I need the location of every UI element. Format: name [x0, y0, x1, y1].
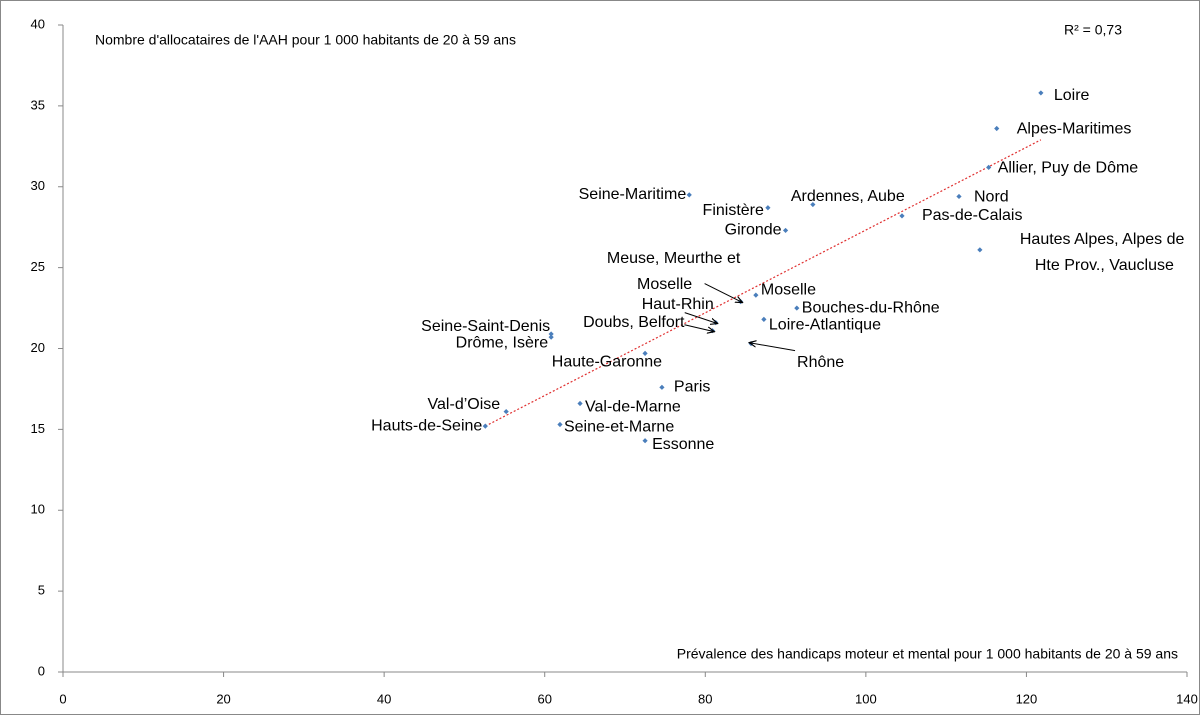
point	[761, 316, 767, 322]
x-tick-label: 120	[1016, 691, 1038, 706]
point-label: Loire-Atlantique	[769, 317, 881, 334]
point-label: Meuse, Meurthe et	[607, 250, 741, 267]
point	[642, 438, 648, 444]
point-label: Nord	[974, 189, 1009, 206]
point-label: Moselle	[761, 281, 816, 298]
point	[794, 305, 800, 311]
x-axis-title: Prévalence des handicaps moteur et menta…	[677, 646, 1178, 662]
point-label: Seine-Maritime	[579, 186, 687, 203]
x-tick-label: 100	[855, 691, 877, 706]
point-label: Hautes Alpes, Alpes de	[1020, 231, 1185, 248]
point	[557, 421, 563, 428]
chart-title: Nombre d'allocataires de l'AAH pour 1 00…	[95, 32, 516, 48]
point-label: Paris	[674, 379, 710, 396]
point	[548, 331, 554, 337]
point	[686, 192, 692, 198]
point	[782, 227, 789, 234]
label-arrow	[749, 343, 796, 352]
point-label: Alpes-Maritimes	[1017, 121, 1132, 138]
point-label: Hauts-de-Seine	[371, 417, 482, 434]
point	[577, 400, 583, 407]
x-tick-label: 80	[698, 691, 712, 706]
point	[956, 193, 962, 200]
point	[810, 201, 816, 208]
point	[994, 125, 1000, 132]
point-label: Drôme, Isère	[456, 334, 549, 351]
point-label: Gironde	[725, 222, 782, 239]
point-label: Haute-Garonne	[552, 354, 662, 371]
y-tick-label: 20	[31, 340, 45, 355]
point	[503, 408, 509, 415]
x-tick-label: 0	[59, 691, 66, 706]
point-label: Seine-Saint-Denis	[421, 318, 550, 335]
point	[765, 205, 771, 211]
y-tick-label: 25	[31, 259, 45, 274]
point-label: Finistère	[703, 202, 764, 219]
trendline	[485, 139, 1042, 427]
r-squared: R² = 0,73	[1064, 22, 1122, 38]
y-tick-label: 5	[38, 583, 45, 598]
y-tick-label: 0	[38, 663, 45, 678]
point	[986, 164, 992, 170]
point-label: Haut-Rhin	[642, 296, 714, 313]
label-arrow	[684, 324, 715, 332]
point	[548, 334, 554, 340]
point-label: Loire	[1054, 87, 1090, 104]
x-tick-label: 140	[1176, 691, 1198, 706]
point-label: Rhône	[797, 354, 844, 371]
point-label: Bouches-du-Rhône	[802, 299, 940, 316]
label-arrow	[684, 312, 718, 324]
point	[642, 350, 648, 356]
point-label: Hte Prov., Vaucluse	[1035, 257, 1174, 274]
y-tick-label: 35	[31, 97, 45, 112]
point	[482, 423, 488, 429]
x-tick-label: 60	[537, 691, 551, 706]
point-label: Val-d’Oise	[428, 396, 501, 413]
y-tick-label: 40	[31, 16, 45, 31]
point-label: Moselle	[637, 276, 692, 293]
point-label: Pas-de-Calais	[922, 207, 1022, 224]
point-label: Seine-et-Marne	[564, 419, 674, 436]
y-tick-label: 10	[31, 502, 45, 517]
point-label: Allier, Puy de Dôme	[998, 160, 1139, 177]
y-tick-label: 15	[31, 421, 45, 436]
y-tick-label: 30	[31, 178, 45, 193]
point-label: Ardennes, Aube	[791, 188, 905, 205]
point-label: Doubs, Belfort	[583, 314, 685, 331]
point-label: Essonne	[652, 436, 714, 453]
point	[899, 213, 905, 219]
point	[659, 384, 665, 390]
point	[977, 247, 983, 253]
label-arrow	[704, 283, 743, 303]
point-label: Val-de-Marne	[585, 399, 681, 416]
x-tick-label: 40	[377, 691, 391, 706]
x-tick-label: 20	[216, 691, 230, 706]
point	[1038, 90, 1044, 96]
point	[753, 292, 759, 298]
